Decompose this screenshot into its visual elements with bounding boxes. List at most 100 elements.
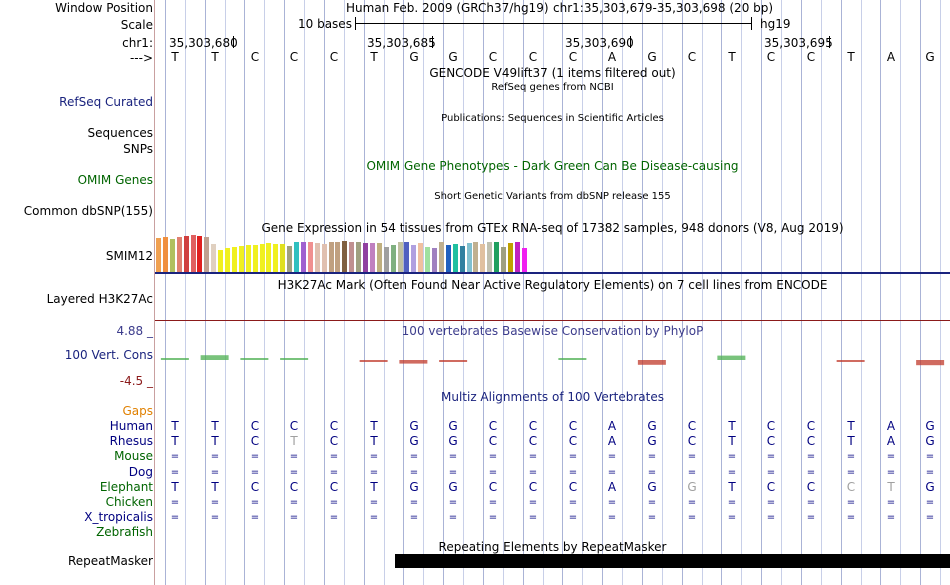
alignment-base: C: [289, 480, 299, 494]
gtex-tissue-bar[interactable]: [521, 248, 527, 272]
gtex-tissue-bar[interactable]: [335, 242, 341, 272]
gtex-tissue-bar[interactable]: [494, 242, 500, 272]
gtex-tissue-bar[interactable]: [473, 242, 479, 272]
gtex-tissue-bar[interactable]: [190, 235, 196, 272]
gtex-tissue-bar[interactable]: [314, 243, 320, 272]
reference-base: C: [687, 50, 697, 64]
gtex-tissue-bar[interactable]: [425, 247, 431, 272]
gtex-tissue-bar[interactable]: [342, 241, 348, 272]
gtex-tissue-bar[interactable]: [480, 244, 486, 272]
gtex-tissue-bar[interactable]: [252, 245, 258, 272]
gtex-tissue-bar[interactable]: [266, 243, 272, 272]
gtex-tissue-bar[interactable]: [445, 245, 451, 272]
alignment-base: =: [528, 512, 538, 523]
refseq-track-label[interactable]: RefSeq Curated: [59, 95, 153, 109]
gtex-tissue-bar[interactable]: [418, 243, 424, 272]
reference-base: C: [289, 50, 299, 64]
gtex-tissue-bar[interactable]: [466, 243, 472, 272]
gencode-track-title[interactable]: GENCODE V49lift37 (1 items filtered out): [429, 66, 676, 80]
gaps-track-label[interactable]: Gaps: [122, 404, 153, 418]
gtex-tissue-bar[interactable]: [218, 250, 224, 272]
gtex-tissue-bar[interactable]: [432, 248, 437, 272]
gtex-tissue-bar[interactable]: [356, 242, 362, 272]
alignment-base: C: [766, 419, 776, 433]
alignment-base: =: [210, 467, 220, 478]
gtex-tissue-bar[interactable]: [238, 246, 244, 272]
gtex-tissue-bar[interactable]: [376, 243, 382, 272]
gtex-tissue-bar[interactable]: [487, 242, 493, 272]
gtex-tissue-bar[interactable]: [459, 246, 465, 272]
grid-line: [920, 0, 921, 585]
gtex-tissue-bar[interactable]: [411, 245, 417, 272]
gtex-tissue-bar[interactable]: [287, 246, 293, 272]
sequences-track-label[interactable]: Sequences: [87, 126, 153, 140]
gtex-tissue-bar[interactable]: [514, 242, 520, 272]
alignment-base: G: [448, 434, 458, 448]
alignment-base: =: [289, 512, 299, 523]
phylop-track-label[interactable]: 100 Vert. Cons: [64, 348, 153, 362]
gtex-tissue-bar[interactable]: [169, 239, 175, 272]
alignment-base: A: [886, 434, 896, 448]
gtex-tissue-bar[interactable]: [162, 237, 168, 272]
gtex-tissue-bar[interactable]: [176, 237, 182, 272]
species-label[interactable]: Elephant: [99, 480, 153, 494]
reference-base: C: [250, 50, 260, 64]
gtex-gene-label[interactable]: SMIM12: [105, 249, 153, 263]
gtex-tissue-bar[interactable]: [438, 242, 444, 272]
gtex-tissue-bar[interactable]: [197, 236, 203, 272]
grid-line: [622, 0, 623, 585]
species-label[interactable]: Rhesus: [109, 434, 153, 448]
h3k27ac-track-label[interactable]: Layered H3K27Ac: [46, 292, 153, 306]
omim-track-label[interactable]: OMIM Genes: [77, 173, 153, 187]
gtex-tissue-bar[interactable]: [300, 242, 306, 272]
gtex-tissue-bar[interactable]: [307, 242, 313, 272]
alignment-base: =: [647, 467, 657, 478]
position-readout[interactable]: chr1:35,303,679-35,303,698 (20 bp): [553, 1, 774, 15]
species-label[interactable]: Zebrafish: [96, 525, 153, 539]
snps-track-label[interactable]: SNPs: [123, 142, 153, 156]
species-label[interactable]: Dog: [128, 465, 153, 479]
gtex-tissue-bar[interactable]: [390, 245, 396, 272]
gtex-tissue-bar[interactable]: [156, 238, 161, 272]
repeatmasker-track-label[interactable]: RepeatMasker: [67, 554, 153, 568]
gtex-tissue-bar[interactable]: [404, 242, 410, 272]
gtex-tissue-bar[interactable]: [363, 243, 368, 272]
gtex-tissue-bar[interactable]: [231, 247, 237, 272]
alignment-base: T: [370, 419, 378, 433]
reference-base: G: [647, 50, 657, 64]
alignment-base: C: [766, 480, 776, 494]
dbsnp-track-label[interactable]: Common dbSNP(155): [23, 204, 153, 218]
coord-tick-label: 35,303,685: [367, 36, 436, 50]
grid-line: [205, 0, 206, 585]
gtex-tissue-bar[interactable]: [397, 242, 403, 272]
grid-line: [165, 0, 166, 585]
gtex-tissue-bar[interactable]: [383, 247, 389, 272]
gtex-tissue-bar[interactable]: [328, 242, 334, 272]
gtex-tissue-bar[interactable]: [273, 244, 279, 272]
gtex-tissue-bar[interactable]: [211, 244, 217, 272]
gtex-tissue-bar[interactable]: [280, 244, 286, 272]
gtex-tissue-bar[interactable]: [225, 248, 230, 272]
gtex-tissue-bar[interactable]: [507, 243, 513, 272]
gtex-expression-chart[interactable]: [156, 232, 556, 272]
gtex-tissue-bar[interactable]: [349, 242, 355, 272]
gtex-tissue-bar[interactable]: [294, 242, 299, 272]
species-label[interactable]: Mouse: [114, 449, 153, 463]
gtex-tissue-bar[interactable]: [501, 247, 506, 272]
gtex-tissue-bar[interactable]: [204, 237, 210, 272]
alignment-base: G: [448, 419, 458, 433]
alignment-base: C: [329, 480, 339, 494]
gtex-tissue-bar[interactable]: [259, 244, 265, 272]
gtex-tissue-bar[interactable]: [452, 244, 458, 272]
alignment-base: =: [210, 512, 220, 523]
species-label[interactable]: X_tropicalis: [84, 510, 153, 524]
gtex-tissue-bar[interactable]: [245, 245, 251, 272]
gtex-tissue-bar[interactable]: [321, 244, 327, 272]
gtex-tissue-bar[interactable]: [183, 236, 189, 272]
repeat-element-bar[interactable]: [395, 554, 950, 568]
gtex-tissue-bar[interactable]: [369, 243, 375, 272]
base-position-grid: [155, 0, 950, 585]
phylop-conservation-plot[interactable]: [155, 345, 950, 375]
species-label[interactable]: Human: [109, 419, 153, 433]
species-label[interactable]: Chicken: [105, 495, 153, 509]
